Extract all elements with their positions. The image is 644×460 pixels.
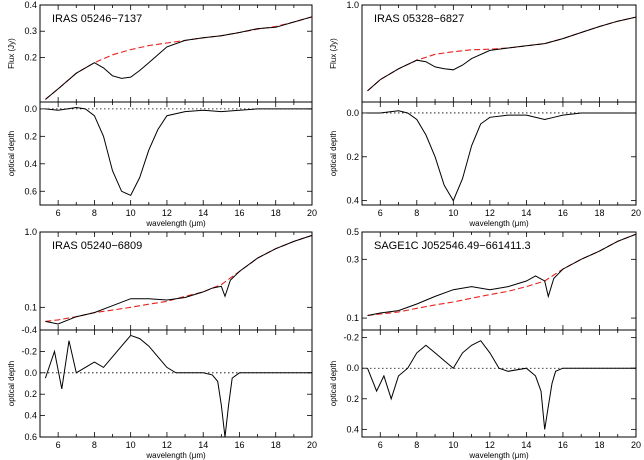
x-tick-label: 14 [521,208,531,218]
x-tick-label: 18 [594,440,604,450]
flux-y-tick-label: 1.0 [346,0,359,10]
x-axis-label: wavelength (μm) [145,219,206,228]
tau-y-tick-label: 0.0 [346,363,359,373]
observed-spectrum-line [367,233,637,316]
x-tick-label: 14 [521,440,531,450]
panel-2: 6 8 10 12 14 16 18 20 wavelength (μm) 1.0 Flux (Jy… [329,0,641,228]
x-tick-label: 12 [485,440,495,450]
tau-y-tick-label: 0.4 [24,159,37,169]
x-tick-label: 6 [378,208,383,218]
x-axis-label: wavelength (μm) [468,219,529,228]
x-tick-label: 8 [414,208,419,218]
tau-frame [39,101,313,206]
optical-depth-line [45,106,312,197]
x-tick-label: 12 [485,208,495,218]
panel-1: 6 8 10 12 14 16 18 20 wavelength (μm) 0.2 0.3 0.4 Fl… [7,0,317,228]
x-tick-label: 18 [594,208,604,218]
observed-spectrum-line [45,234,313,325]
flux-y-axis-label: Flux (Jy) [7,38,16,69]
object-title: IRAS 05240−6809 [52,240,142,252]
x-tick-label: 20 [307,440,317,450]
continuum-line [45,16,313,100]
x-tick-label: 14 [198,440,208,450]
tau-y-tick-label: 0.0 [24,104,37,114]
tau-y-tick-label: 0.6 [24,432,37,442]
optical-depth-line [367,340,636,430]
object-title: IRAS 05246−7137 [52,13,142,25]
x-tick-label: 10 [126,208,136,218]
tau-y-tick-label: 0.0 [24,368,37,378]
x-tick-label: 10 [448,440,458,450]
panel-4: 6 8 10 12 14 16 18 20 wavelength (μm) 0.1 0.3 0.5 -0… [329,227,641,460]
object-title: SAGE1C J052546.49−661411.3 [374,240,531,252]
x-tick-label: 6 [56,440,61,450]
tau-frame [361,101,637,206]
tau-y-tick-label: -0.2 [343,333,359,343]
x-tick-label: 20 [631,208,641,218]
flux-y-axis-label: Flux (Jy) [329,38,338,69]
tau-y-axis-label: optical depth [329,131,338,176]
tau-y-tick-label: 0.2 [24,389,37,399]
flux-y-tick-label: 0.4 [24,0,37,10]
observed-spectrum-line [45,16,313,100]
x-axis-label: wavelength (μm) [145,451,206,460]
continuum-line [367,233,637,317]
tau-y-axis-label: optical depth [329,361,338,406]
flux-y-tick-label: 0.3 [24,26,37,36]
tau-y-tick-label: 0.2 [346,394,359,404]
tau-y-tick-label: -0.2 [21,346,37,356]
tau-y-tick-label: 0.4 [346,424,359,434]
x-tick-label: 12 [162,440,172,450]
object-title: IRAS 05328−6827 [374,13,464,25]
x-tick-label: 18 [271,440,281,450]
x-tick-label: 8 [414,440,419,450]
panel-3: 6 8 10 12 14 16 18 20 wavelength (μm) 0.1 1.0 -0.4 -… [7,227,317,460]
tau-y-tick-label: 0.4 [346,196,359,206]
tau-y-axis-label: optical depth [7,361,16,406]
flux-y-tick-label: 0.2 [24,52,37,62]
x-tick-label: 10 [448,208,458,218]
tau-y-tick-label: 0.2 [346,152,359,162]
x-tick-label: 16 [234,440,244,450]
x-tick-label: 6 [378,440,383,450]
x-tick-label: 6 [56,208,61,218]
optical-depth-line [44,334,312,438]
tau-frame [361,329,637,438]
optical-depth-line [367,110,636,202]
x-tick-label: 16 [558,208,568,218]
flux-y-tick-label: 1.0 [24,227,37,237]
x-tick-label: 12 [162,208,172,218]
observed-spectrum-line [367,16,637,92]
x-tick-label: 20 [307,208,317,218]
x-axis-label: wavelength (μm) [468,451,529,460]
x-tick-label: 8 [92,440,97,450]
x-tick-label: 18 [271,208,281,218]
x-tick-label: 14 [198,208,208,218]
flux-y-tick-label: 0.1 [346,313,359,323]
x-tick-label: 8 [92,208,97,218]
tau-y-axis-label: optical depth [7,131,16,176]
tau-y-tick-label: 0.0 [346,108,359,118]
x-tick-label: 16 [234,208,244,218]
tau-y-tick-label: -0.4 [21,325,37,335]
tau-y-tick-label: 0.4 [24,411,37,421]
flux-y-tick-label: 0.1 [24,302,37,312]
x-tick-label: 16 [558,440,568,450]
tau-y-tick-label: 0.2 [24,131,37,141]
flux-y-tick-label: 0.5 [346,227,359,237]
x-tick-label: 20 [631,440,641,450]
flux-y-tick-label: 0.3 [346,254,359,264]
x-tick-label: 10 [126,440,136,450]
tau-y-tick-label: 0.6 [24,186,37,196]
tau-frame [39,329,313,438]
